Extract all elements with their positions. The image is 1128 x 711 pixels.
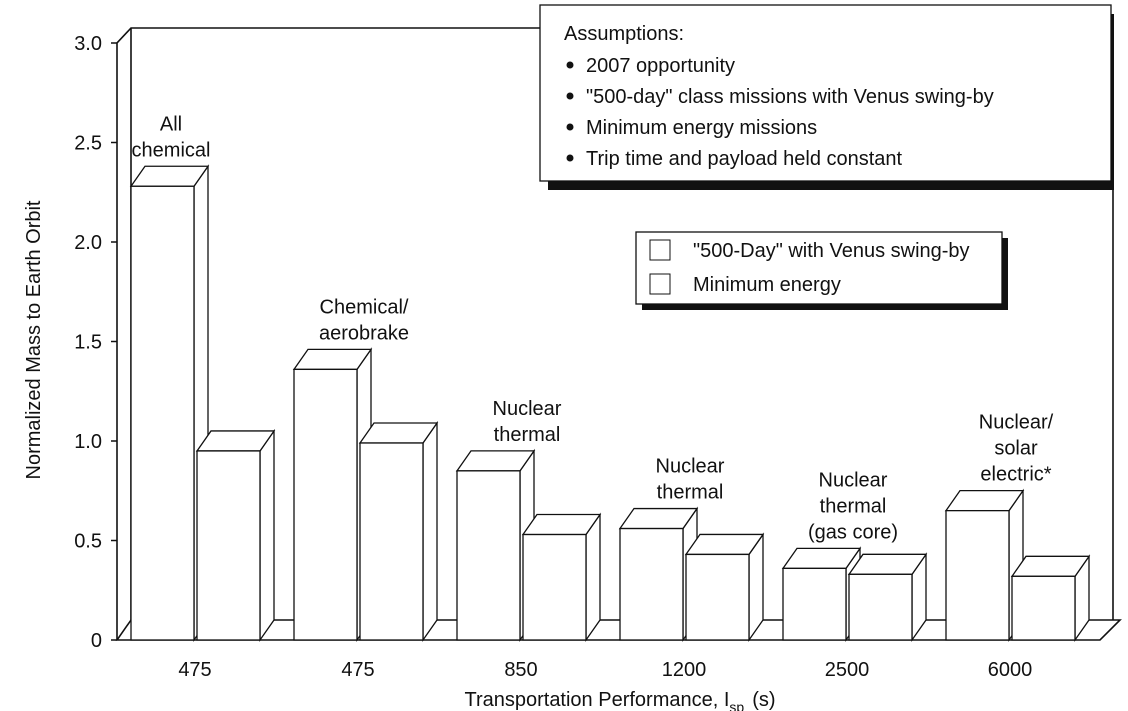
assumption-item: Minimum energy missions bbox=[586, 117, 817, 139]
legend-label: "500-Day" with Venus swing-by bbox=[693, 240, 970, 262]
group-label: All bbox=[160, 113, 182, 135]
bullet bbox=[566, 123, 574, 131]
x-axis-label: Transportation Performance, Isp (s) bbox=[464, 689, 775, 711]
bar-top bbox=[684, 533, 765, 556]
group-label: (gas core) bbox=[808, 521, 898, 543]
bar bbox=[196, 450, 261, 641]
group-label: chemical bbox=[132, 139, 211, 161]
x-tick-label: 475 bbox=[341, 659, 374, 681]
bar-top bbox=[455, 450, 536, 472]
bar-top bbox=[358, 422, 439, 444]
bar-top bbox=[944, 489, 1025, 512]
y-tick-label: 2.0 bbox=[74, 232, 102, 254]
bar-top bbox=[781, 547, 862, 570]
group-label: Nuclear/ bbox=[979, 412, 1054, 434]
legend-swatch bbox=[649, 273, 671, 295]
assumptions-title: Assumptions: bbox=[564, 23, 684, 45]
bar-side bbox=[585, 512, 601, 643]
y-tick-label: 2.5 bbox=[74, 133, 102, 155]
assumption-item: 2007 opportunity bbox=[586, 55, 735, 77]
bar bbox=[456, 470, 521, 641]
group-label: thermal bbox=[657, 482, 724, 504]
group-label: electric* bbox=[980, 464, 1051, 486]
bar-top bbox=[1010, 555, 1091, 577]
bullet bbox=[566, 61, 574, 69]
x-tick-label: 6000 bbox=[988, 659, 1033, 681]
bar-top bbox=[618, 507, 699, 530]
y-tick-label: 1.0 bbox=[74, 431, 102, 453]
bullet bbox=[566, 92, 574, 100]
y-tick-label: 3.0 bbox=[74, 33, 102, 55]
bar-side bbox=[259, 428, 275, 643]
bar-top bbox=[195, 430, 276, 452]
assumptions-box bbox=[539, 4, 1112, 182]
x-tick-label: 475 bbox=[178, 659, 211, 681]
group-label: aerobrake bbox=[319, 322, 409, 344]
x-tick-label: 2500 bbox=[825, 659, 870, 681]
floor bbox=[115, 619, 1122, 641]
bar-top bbox=[847, 553, 928, 575]
bar bbox=[685, 553, 750, 641]
bar-top bbox=[521, 513, 602, 536]
y-axis-label: Normalized Mass to Earth Orbit bbox=[23, 200, 45, 479]
y-tick-label: 1.5 bbox=[74, 332, 102, 354]
group-label: thermal bbox=[494, 424, 561, 446]
x-label-sub: sp bbox=[729, 699, 744, 711]
y-tick-label: 0.5 bbox=[74, 531, 102, 553]
bar bbox=[1011, 575, 1076, 641]
bar bbox=[522, 533, 587, 641]
bar bbox=[130, 185, 195, 641]
bar-top bbox=[292, 348, 373, 371]
group-label: Nuclear bbox=[656, 456, 725, 478]
group-label: thermal bbox=[820, 495, 887, 517]
bar bbox=[293, 368, 358, 641]
bar bbox=[782, 567, 847, 641]
bar bbox=[619, 527, 684, 641]
bar bbox=[359, 442, 424, 641]
group-label: Nuclear bbox=[819, 469, 888, 491]
legend-box bbox=[635, 231, 1003, 305]
legend-label: Minimum energy bbox=[693, 274, 841, 296]
group-label: Nuclear bbox=[493, 398, 562, 420]
x-tick-label: 850 bbox=[504, 659, 537, 681]
y-tick-label: 0 bbox=[91, 630, 102, 652]
x-tick-label: 1200 bbox=[662, 659, 707, 681]
x-label-text: Transportation Performance, I bbox=[464, 689, 729, 711]
x-label-unit: (s) bbox=[752, 689, 775, 711]
legend-swatch bbox=[649, 239, 671, 261]
group-label: Chemical/ bbox=[320, 296, 409, 318]
bar-side bbox=[422, 420, 438, 643]
group-label: solar bbox=[994, 438, 1038, 460]
bullet bbox=[566, 154, 574, 162]
bar bbox=[945, 509, 1010, 641]
assumption-item: Trip time and payload held constant bbox=[586, 148, 903, 170]
assumption-item: "500-day" class missions with Venus swin… bbox=[586, 86, 994, 108]
bar bbox=[848, 573, 913, 641]
bar-top bbox=[129, 165, 210, 187]
